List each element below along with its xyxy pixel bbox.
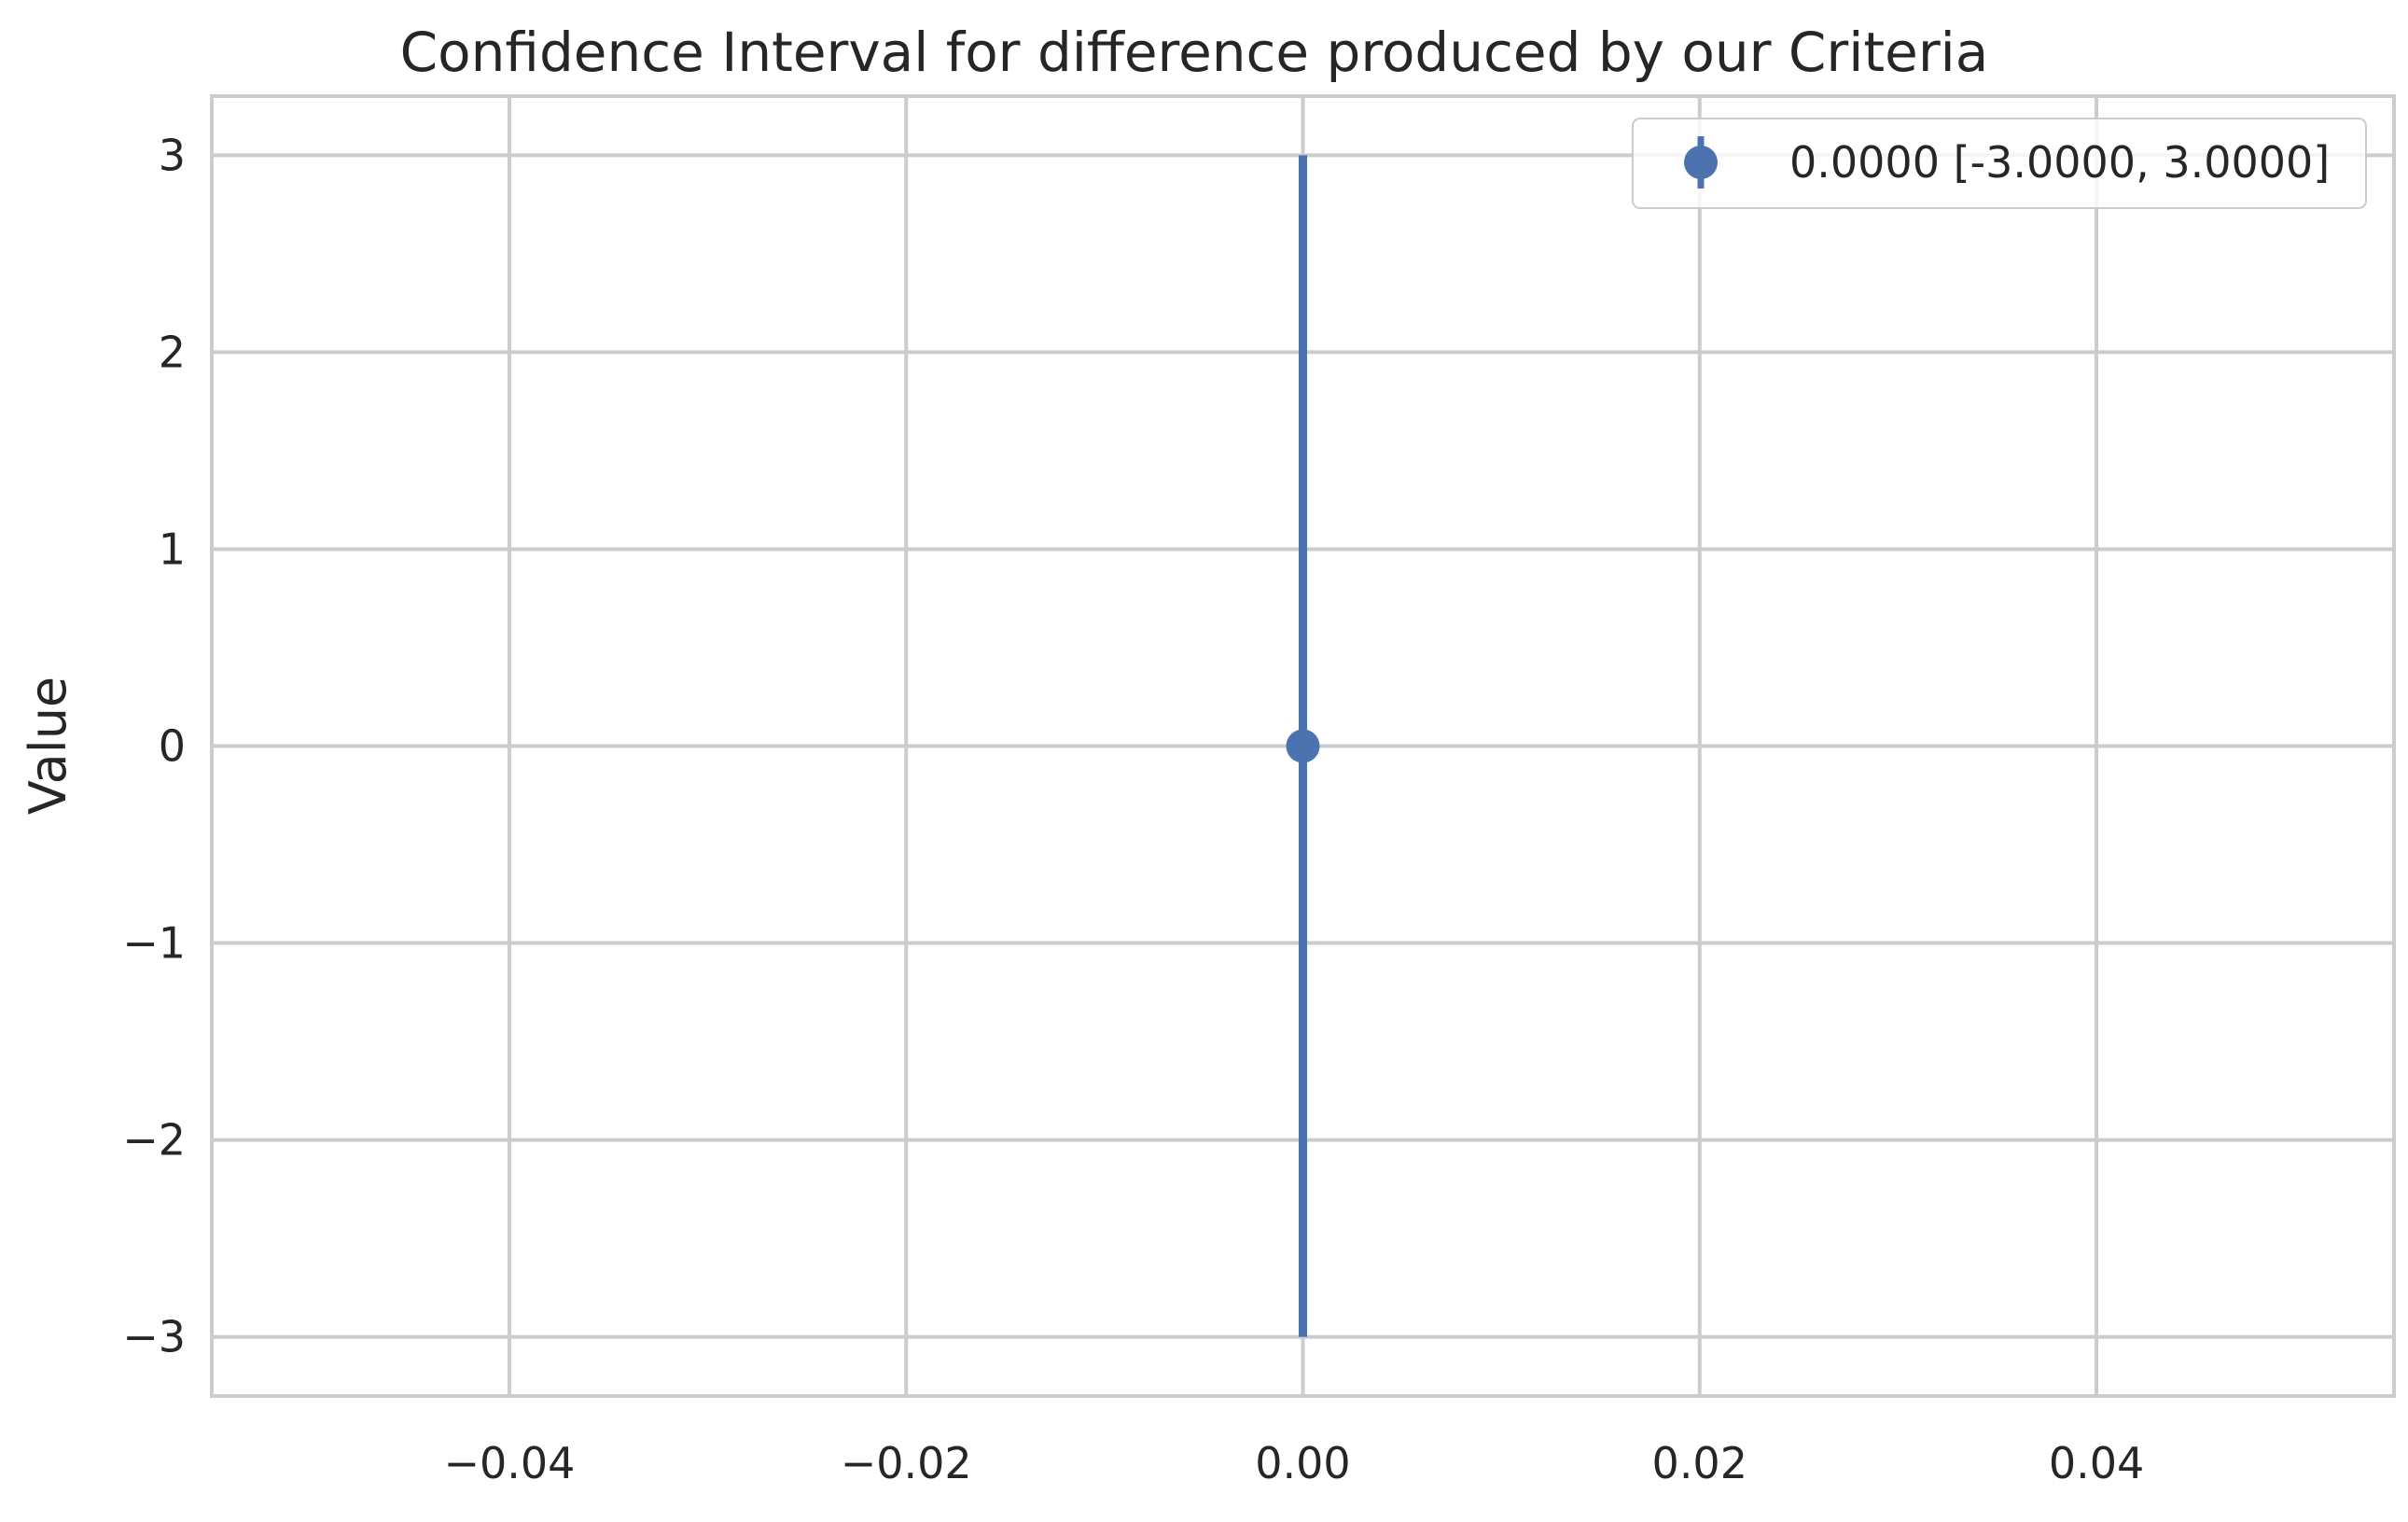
y-tick-label: −2	[122, 1115, 186, 1166]
x-tick-label: −0.02	[841, 1438, 972, 1488]
mean-point	[1286, 729, 1320, 763]
y-axis-ticks: −3 −2 −1 0 1 2 3	[122, 130, 186, 1361]
y-tick-label: −3	[122, 1312, 186, 1362]
legend-label: 0.0000 [-3.0000, 3.0000]	[1789, 137, 2330, 188]
x-tick-label: 0.04	[2049, 1438, 2144, 1488]
legend-box	[1632, 118, 2367, 209]
data-marks	[1286, 155, 1320, 1337]
y-tick-label: −1	[122, 918, 186, 969]
legend: 0.0000 [-3.0000, 3.0000]	[1632, 118, 2367, 209]
y-tick-label: 1	[159, 524, 186, 574]
chart-title: Confidence Interval for difference produ…	[400, 21, 1989, 84]
x-tick-label: 0.02	[1652, 1438, 1747, 1488]
y-tick-label: 0	[159, 721, 186, 772]
x-axis-ticks: −0.04 −0.02 0.00 0.02 0.04	[443, 1438, 2144, 1488]
y-axis-label: Value	[19, 677, 77, 815]
legend-marker-icon	[1684, 146, 1718, 179]
x-tick-label: 0.00	[1255, 1438, 1350, 1488]
plot-frame	[210, 94, 2396, 1398]
y-tick-label: 3	[159, 130, 186, 180]
y-tick-label: 2	[159, 327, 186, 377]
x-tick-label: −0.04	[443, 1438, 575, 1488]
